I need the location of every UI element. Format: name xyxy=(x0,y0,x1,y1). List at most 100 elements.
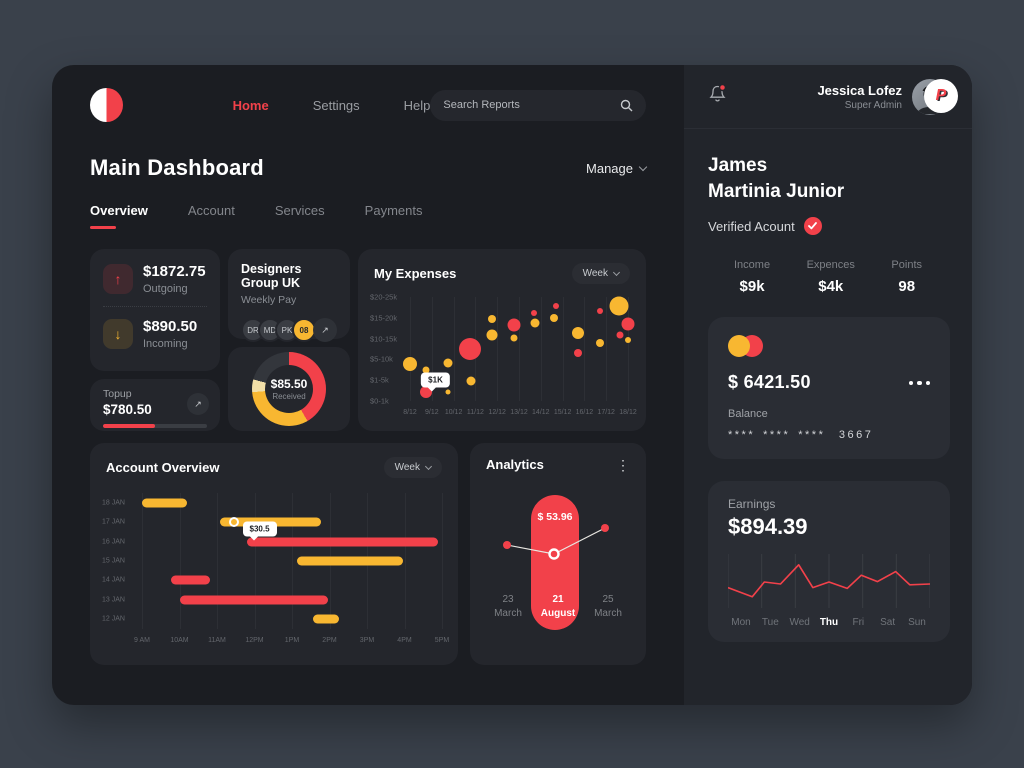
x-axis-label: 15/12 xyxy=(553,409,572,416)
tab-services[interactable]: Services xyxy=(275,203,325,229)
manage-dropdown[interactable]: Manage xyxy=(586,161,648,176)
chevron-down-icon xyxy=(612,268,621,277)
expense-bubble[interactable] xyxy=(531,309,538,316)
x-axis-label: 3PM xyxy=(359,637,375,644)
expense-bubble[interactable] xyxy=(616,331,624,339)
expense-bubble[interactable] xyxy=(573,349,582,358)
gantt-marker[interactable] xyxy=(228,517,239,528)
x-axis-label: 17/12 xyxy=(597,409,615,416)
day-label-sat[interactable]: Sat xyxy=(880,617,896,629)
x-axis-label: 4PM xyxy=(397,637,412,644)
incoming-amount: $890.50 xyxy=(143,318,198,335)
card-options-button[interactable] xyxy=(908,380,930,386)
expense-bubble[interactable] xyxy=(609,296,629,316)
day-label-mon[interactable]: Mon xyxy=(731,617,751,629)
tab-account[interactable]: Account xyxy=(188,203,235,229)
analytics-line-chart xyxy=(503,524,609,560)
member-chip[interactable]: 08 xyxy=(292,318,316,342)
masked-group: **** xyxy=(763,429,791,442)
expense-bubble[interactable] xyxy=(553,303,560,310)
gridline xyxy=(628,297,629,401)
analytics-date-label: 21 August xyxy=(540,594,576,619)
day-label-wed[interactable]: Wed xyxy=(789,617,810,629)
cards-row-2: Account Overview Week 9 AM 10AM 11AM 12PM 1P… xyxy=(90,443,646,665)
analytics-labels: 23 March 21 August 25 March xyxy=(470,593,646,621)
tab-label: Services xyxy=(274,203,325,218)
expense-bubble[interactable] xyxy=(443,358,453,368)
current-user[interactable]: Jessica Lofez Super Admin xyxy=(817,83,902,111)
day-label-sun[interactable]: Sun xyxy=(908,617,926,629)
search-icon[interactable] xyxy=(620,99,633,112)
verified-label: Verified Acount xyxy=(708,218,795,234)
x-axis-label: 12/12 xyxy=(488,409,506,416)
overview-period-dropdown[interactable]: Week xyxy=(383,457,442,478)
topup-open-button[interactable]: ↗ xyxy=(187,393,209,415)
chart-tooltip: $30.5 xyxy=(242,521,277,541)
expense-bubble[interactable] xyxy=(466,376,476,386)
user-name: Jessica Lofez xyxy=(817,82,902,98)
gantt-bar[interactable] xyxy=(179,595,328,605)
group-title: Designers Group UK xyxy=(241,262,302,290)
top-nav: Home Settings Help xyxy=(90,83,646,127)
gantt-bar[interactable] xyxy=(170,575,210,585)
expense-bubble[interactable] xyxy=(625,336,631,343)
app-logo[interactable] xyxy=(90,88,123,122)
gantt-bar[interactable] xyxy=(313,614,339,624)
nav-link-home[interactable]: Home xyxy=(232,97,269,113)
search-bar[interactable] xyxy=(430,89,646,121)
expense-bubble[interactable] xyxy=(458,338,481,360)
y-axis-label: 17 JAN xyxy=(102,518,125,526)
x-axis-label: 9 AM xyxy=(134,637,150,644)
overview-title: Account Overview xyxy=(106,460,220,475)
user-role: Super Admin xyxy=(844,99,902,111)
expense-bubble[interactable] xyxy=(510,334,518,342)
app-window: Home Settings Help Main Dashboard Manage O… xyxy=(52,65,972,705)
analytics-date-label: 25 March xyxy=(594,594,622,619)
divider xyxy=(103,306,207,307)
y-axis-label: 12 JAN xyxy=(102,615,125,623)
expense-bubble[interactable] xyxy=(621,317,635,331)
expense-bubble[interactable] xyxy=(571,327,584,340)
earnings-label: Earnings xyxy=(728,497,776,512)
verified-row: Verified Acount xyxy=(708,217,948,236)
nav-link-help[interactable]: Help xyxy=(403,97,431,113)
expense-bubble[interactable] xyxy=(549,313,558,322)
day-label-fri[interactable]: Fri xyxy=(852,617,865,629)
stat-label: Income xyxy=(734,259,771,272)
notification-bell-icon[interactable] xyxy=(708,83,727,110)
donut-chart: $85.50 Received xyxy=(252,352,326,426)
nav-link-settings[interactable]: Settings xyxy=(312,97,360,113)
chevron-down-icon xyxy=(424,462,433,471)
expense-bubble[interactable] xyxy=(487,314,496,323)
page-head: Main Dashboard Manage xyxy=(90,155,648,181)
group-open-button[interactable]: ↗ xyxy=(313,318,337,342)
expense-bubble[interactable] xyxy=(507,318,521,332)
incoming-label: Incoming xyxy=(143,338,188,350)
gridline xyxy=(584,297,586,401)
expense-bubble[interactable] xyxy=(486,329,498,341)
cards-row-1: ↑ $1872.75 Outgoing ↓ $890.50 Incoming xyxy=(90,249,646,431)
x-axis-label: 12PM xyxy=(245,637,264,644)
expense-bubble[interactable] xyxy=(445,389,451,395)
expense-bubble[interactable] xyxy=(403,356,417,371)
gantt-bar[interactable] xyxy=(247,537,438,547)
gantt-bar[interactable] xyxy=(142,498,187,508)
tab-payments[interactable]: Payments xyxy=(365,203,423,229)
chart-tooltip: $1K xyxy=(421,372,450,392)
gantt-bar[interactable] xyxy=(296,556,403,566)
expense-bubble[interactable] xyxy=(530,318,540,328)
day-label-thu[interactable]: Thu xyxy=(819,617,839,629)
tab-overview[interactable]: Overview xyxy=(90,203,148,229)
search-input[interactable] xyxy=(443,99,620,111)
expense-bubble[interactable] xyxy=(422,366,430,374)
expense-bubble[interactable] xyxy=(595,338,604,347)
gridline xyxy=(540,297,542,401)
expenses-period-dropdown[interactable]: Week xyxy=(571,263,630,284)
topup-progress xyxy=(103,424,207,428)
kebab-menu-icon[interactable]: ⋮ xyxy=(616,456,630,473)
gridline xyxy=(404,493,406,629)
day-label-tue[interactable]: Tue xyxy=(761,617,779,629)
expense-bubble[interactable] xyxy=(596,307,603,314)
gridline xyxy=(497,297,499,401)
